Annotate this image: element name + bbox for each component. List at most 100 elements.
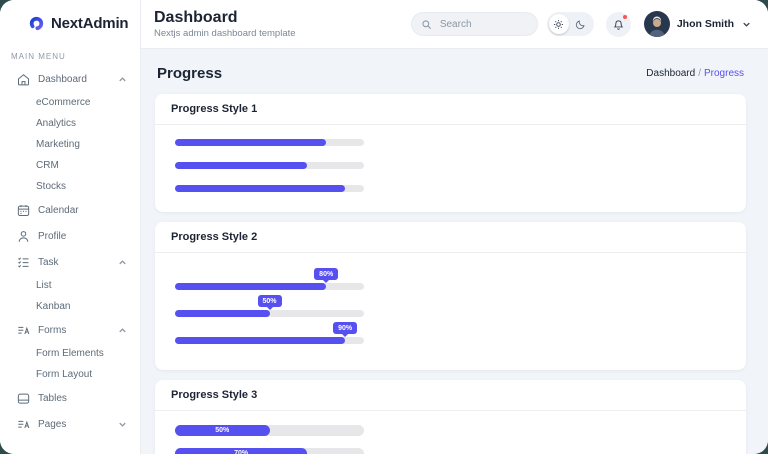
progress-card-2: Progress Style 2 80% 50% 90% — [155, 222, 746, 370]
breadcrumb-separator: / — [698, 68, 701, 79]
sidebar-item-dashboard[interactable]: Dashboard — [0, 66, 140, 92]
sidebar-item-label: Analytics — [36, 118, 77, 129]
sidebar-item-label: Dashboard — [38, 73, 87, 85]
progress-fill — [175, 337, 346, 344]
chevron-down-icon — [743, 22, 750, 27]
progress-tooltip: 80% — [314, 268, 339, 280]
notification-dot — [621, 13, 628, 20]
sidebar-item-label: Task — [38, 256, 59, 268]
sidebar-item-task[interactable]: Task — [0, 249, 140, 275]
progress-fill — [175, 162, 308, 169]
page-content: Progress Dashboard / Progress Progress Sty… — [141, 49, 768, 454]
sidebar-item-label: CRM — [36, 160, 59, 171]
task-icon — [18, 256, 29, 268]
logo[interactable]: NextAdmin — [0, 0, 140, 38]
sidebar-item-form-layout[interactable]: Form Layout — [0, 364, 140, 385]
user-avatar — [643, 11, 670, 37]
sidebar-item-label: Kanban — [36, 301, 71, 312]
sidebar-item-crm[interactable]: CRM — [0, 155, 140, 176]
progress-fill — [175, 139, 327, 146]
sidebar-item-marketing[interactable]: Marketing — [0, 134, 140, 155]
theme-toggle[interactable] — [546, 12, 594, 36]
breadcrumb-root[interactable]: Dashboard — [646, 68, 696, 79]
card-title: Progress Style 1 — [155, 94, 746, 125]
user-name: Jhon Smith — [676, 18, 734, 30]
avatar-photo — [643, 11, 670, 37]
progress-track — [175, 337, 364, 344]
notification-bell-icon — [613, 19, 624, 30]
sidebar-item-calendar[interactable]: Calendar — [0, 197, 140, 223]
topbar-subtitle: Nextjs admin dashboard template — [154, 28, 296, 40]
chevron-up-icon — [119, 327, 126, 332]
nextadmin-logo-icon — [29, 16, 44, 31]
progress-card-3: Progress Style 3 50% 70% 90% — [155, 380, 746, 454]
light-mode-button[interactable] — [548, 14, 569, 34]
sidebar-item-form-elements[interactable]: Form Elements — [0, 343, 140, 364]
sidebar-item-kanban[interactable]: Kanban — [0, 296, 140, 317]
sidebar-item-ecommerce[interactable]: eCommerce — [0, 92, 140, 113]
main-area: Dashboard Nextjs admin dashboard templat… — [141, 0, 768, 454]
card-body — [155, 125, 746, 212]
page-header: Progress Dashboard / Progress — [157, 65, 744, 82]
topbar-titles: Dashboard Nextjs admin dashboard templat… — [154, 9, 296, 40]
sidebar-item-label: Form Layout — [36, 369, 93, 380]
progress-track: 50% — [175, 425, 364, 436]
search-input[interactable] — [437, 17, 528, 31]
user-menu[interactable]: Jhon Smith — [643, 11, 752, 37]
sidebar-item-profile[interactable]: Profile — [0, 223, 140, 249]
search-box — [410, 12, 538, 36]
pages-icon — [18, 420, 30, 428]
sidebar-item-forms[interactable]: Forms — [0, 317, 140, 343]
dark-mode-button[interactable] — [571, 14, 591, 34]
moon-icon — [576, 19, 585, 29]
sidebar-item-label: Forms — [38, 324, 67, 336]
progress-track — [175, 162, 364, 169]
card-body: 50% 70% 90% — [155, 411, 746, 454]
card-title: Progress Style 3 — [155, 380, 746, 411]
progress-fill: 70% — [175, 448, 308, 454]
sidebar-item-label: Stocks — [36, 181, 67, 192]
progress-track — [175, 185, 364, 192]
breadcrumb: Dashboard / Progress — [646, 68, 744, 79]
card-body: 80% 50% 90% — [155, 253, 746, 370]
calendar-icon — [17, 204, 30, 216]
sidebar-item-stocks[interactable]: Stocks — [0, 176, 140, 197]
sun-icon — [554, 19, 564, 29]
progress-fill — [175, 185, 346, 192]
breadcrumb-current: Progress — [703, 68, 744, 79]
sidebar-item-label: Marketing — [36, 139, 80, 150]
sidebar-item-label: eCommerce — [36, 97, 91, 108]
sidebar-section-label: MAIN MENU — [11, 52, 66, 61]
topbar: Dashboard Nextjs admin dashboard templat… — [141, 0, 768, 49]
sidebar-item-tables[interactable]: Tables — [0, 385, 140, 411]
logo-text: NextAdmin — [51, 15, 129, 32]
notifications-button[interactable] — [605, 11, 631, 37]
chevron-down-icon — [119, 422, 126, 427]
progress-track — [175, 310, 364, 317]
sidebar-item-label: Form Elements — [36, 348, 104, 359]
sidebar-item-label: Pages — [38, 418, 67, 430]
chevron-up-icon — [119, 259, 126, 264]
progress-card-1: Progress Style 1 — [155, 94, 746, 212]
sidebar-item-label: List — [36, 280, 52, 291]
tables-icon — [17, 393, 30, 404]
sidebar-item-analytics[interactable]: Analytics — [0, 113, 140, 134]
sidebar-item-pages[interactable]: Pages — [0, 411, 140, 437]
progress-track — [175, 283, 364, 290]
sidebar: NextAdmin MAIN MENU Dashboard eCommerce … — [0, 0, 141, 454]
chevron-up-icon — [119, 76, 126, 81]
sidebar-item-label: Calendar — [38, 204, 79, 216]
progress-fill — [175, 283, 327, 290]
progress-tooltip: 90% — [333, 322, 358, 334]
progress-tooltip: 50% — [257, 295, 282, 307]
progress-track: 70% — [175, 448, 364, 454]
progress-track — [175, 139, 364, 146]
search-icon — [422, 19, 431, 29]
profile-icon — [18, 230, 29, 242]
dashboard-icon — [18, 73, 29, 85]
sidebar-item-label: Profile — [38, 230, 67, 242]
sidebar-item-list[interactable]: List — [0, 275, 140, 296]
sidebar-menu: Dashboard eCommerce Analytics Marketing … — [0, 66, 140, 437]
card-title: Progress Style 2 — [155, 222, 746, 253]
